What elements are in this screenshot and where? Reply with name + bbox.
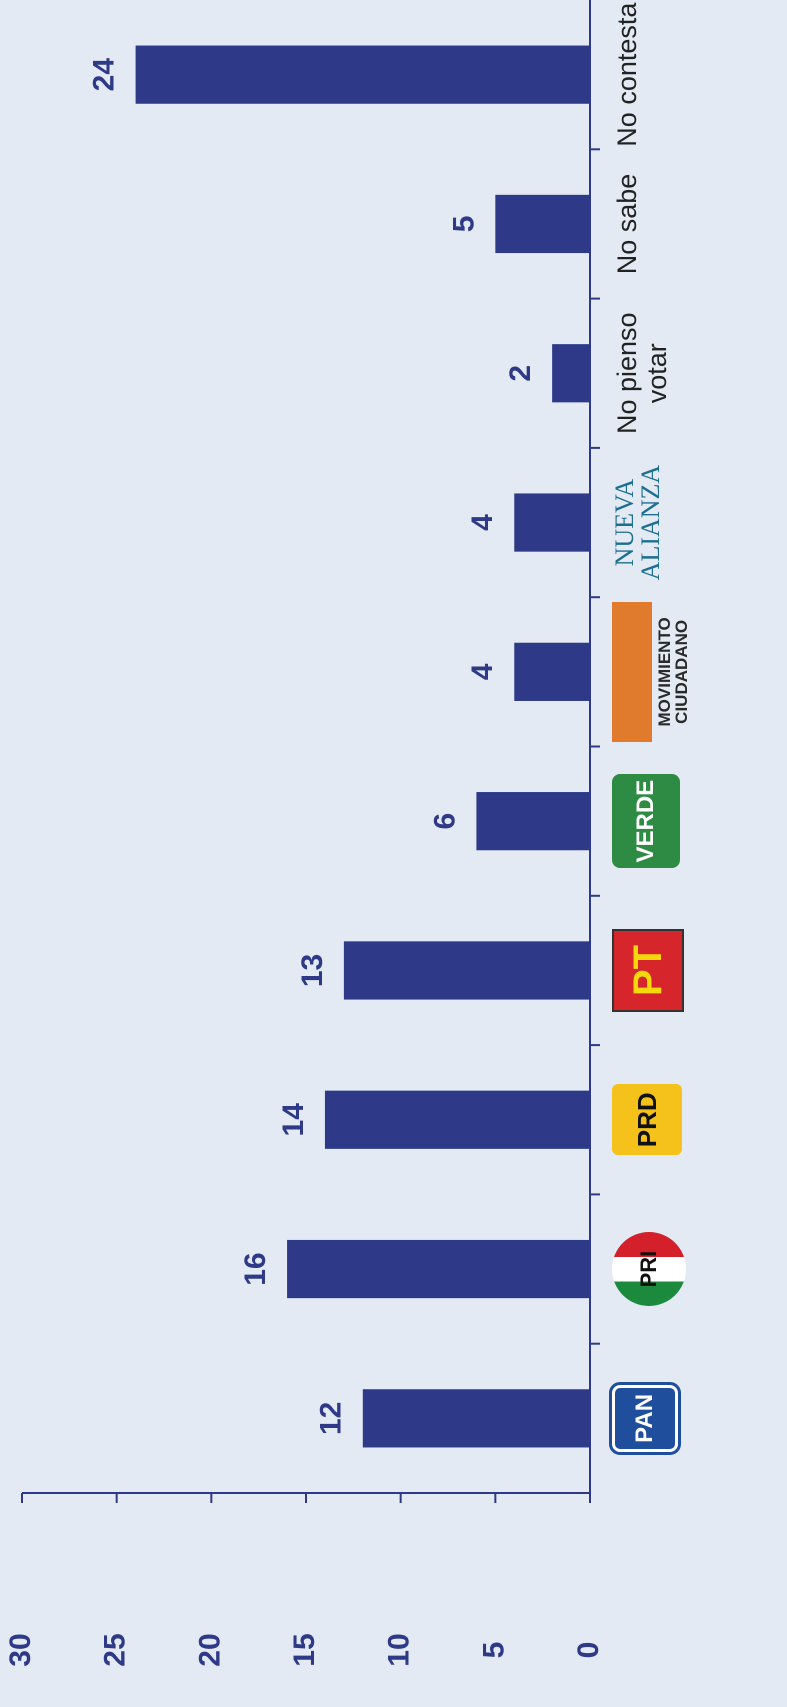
bar bbox=[343, 941, 590, 1000]
category-label: MOVIMIENTO CIUDADANO bbox=[612, 597, 693, 747]
value-label: 14 bbox=[277, 1103, 310, 1137]
category-label: PAN bbox=[609, 1343, 681, 1493]
category-label: No contesta bbox=[612, 0, 642, 150]
category-label: VERDE bbox=[612, 746, 680, 896]
y-tick-label: 30 bbox=[4, 1633, 37, 1666]
party-logo: PRI bbox=[612, 1232, 686, 1307]
category-label: NUEVA ALIANZA bbox=[610, 448, 665, 598]
y-tick-label: 10 bbox=[383, 1633, 416, 1666]
y-tick-label: 20 bbox=[193, 1633, 226, 1666]
y-tick-label: 5 bbox=[477, 1642, 510, 1659]
value-label: 4 bbox=[466, 514, 499, 531]
category-label: No pienso votar bbox=[612, 298, 672, 448]
bar bbox=[135, 45, 590, 104]
value-label: 13 bbox=[296, 954, 329, 987]
bar bbox=[362, 1389, 590, 1448]
party-logo: NUEVA ALIANZA bbox=[610, 464, 665, 581]
value-label: 5 bbox=[447, 216, 480, 233]
category-label: PRI bbox=[612, 1194, 686, 1344]
x-tick-label: No sabe bbox=[612, 173, 642, 275]
value-label: 2 bbox=[504, 365, 537, 382]
party-logo: PRD bbox=[612, 1084, 682, 1156]
value-label: 24 bbox=[88, 58, 121, 92]
bar bbox=[514, 642, 590, 701]
y-tick-label: 0 bbox=[572, 1642, 605, 1659]
bar bbox=[476, 792, 590, 851]
x-tick-label: No pienso votar bbox=[612, 312, 672, 435]
party-logo: VERDE bbox=[612, 773, 680, 869]
value-label: 16 bbox=[239, 1252, 272, 1285]
category-label: PRD bbox=[612, 1045, 682, 1195]
value-label: 12 bbox=[315, 1402, 348, 1435]
category-label: PT bbox=[612, 895, 684, 1045]
party-logo: PT bbox=[612, 928, 684, 1013]
value-label: 6 bbox=[428, 813, 461, 830]
bar bbox=[495, 194, 591, 254]
y-tick-label: 15 bbox=[288, 1633, 321, 1666]
value-label: 4 bbox=[466, 663, 499, 680]
x-tick-label: No contesta bbox=[612, 2, 642, 147]
bar bbox=[324, 1090, 590, 1149]
party-logo: PAN bbox=[609, 1381, 681, 1455]
bar bbox=[552, 344, 591, 403]
party-logo: MOVIMIENTO CIUDADANO bbox=[612, 601, 691, 742]
category-label: No sabe bbox=[612, 149, 642, 299]
y-tick-label: 25 bbox=[99, 1633, 132, 1666]
bar bbox=[514, 493, 590, 552]
bar bbox=[287, 1239, 590, 1299]
